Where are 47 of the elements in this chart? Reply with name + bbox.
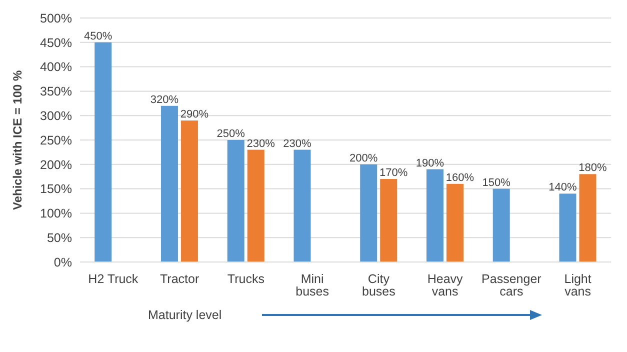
bar <box>160 106 178 262</box>
x-tick-label: Mini buses <box>296 272 329 298</box>
x-tick-label: Heavy vans <box>427 272 464 298</box>
bar <box>247 150 264 262</box>
bar <box>180 120 198 262</box>
data-label: 290% <box>180 108 209 120</box>
data-label: 250% <box>216 128 246 140</box>
y-tick-label: 50% <box>46 231 72 246</box>
bar <box>94 42 112 262</box>
y-tick-label: 250% <box>40 133 72 148</box>
text: Maturity level <box>148 308 222 322</box>
y-tick-label: 200% <box>40 158 72 172</box>
y-axis-title: Vehicle with ICE = 100 % <box>10 70 24 210</box>
data-label: 170% <box>380 167 408 180</box>
x-tick-label: Light vans <box>564 272 592 298</box>
x-tick-label: Trucks <box>227 272 264 286</box>
y-tick-label: 0% <box>54 255 72 270</box>
bar <box>446 184 464 262</box>
data-label: 230% <box>246 138 276 150</box>
data-label: 200% <box>350 152 378 164</box>
x-tick-label: Tractor <box>160 272 200 286</box>
data-label: 230% <box>283 138 312 150</box>
bar <box>579 174 596 262</box>
x-tick-label: H2 Truck <box>88 272 139 286</box>
x-tick-label: Passenger cars <box>482 272 542 298</box>
data-label: 150% <box>482 176 511 189</box>
bar <box>360 164 378 262</box>
y-tick-label: 150% <box>40 182 72 196</box>
bar <box>559 194 576 262</box>
x-tick-label: City buses <box>362 272 396 298</box>
bar <box>227 140 244 262</box>
y-tick-label: 100% <box>40 206 72 221</box>
data-label: 450% <box>84 30 112 42</box>
y-tick-label: 300% <box>40 109 72 124</box>
y-tick-label: 350% <box>40 84 72 99</box>
data-label: 320% <box>150 94 179 106</box>
y-tick-label: 400% <box>40 60 72 74</box>
data-label: 160% <box>446 172 474 184</box>
bar <box>294 150 311 262</box>
bar <box>426 169 444 262</box>
y-tick-label: 450% <box>40 36 72 50</box>
data-label: 190% <box>416 157 444 170</box>
y-tick-label: 500% <box>40 11 72 26</box>
bar <box>492 188 510 262</box>
data-label: 180% <box>578 162 608 174</box>
data-label: 140% <box>548 182 578 194</box>
bar <box>380 179 398 262</box>
